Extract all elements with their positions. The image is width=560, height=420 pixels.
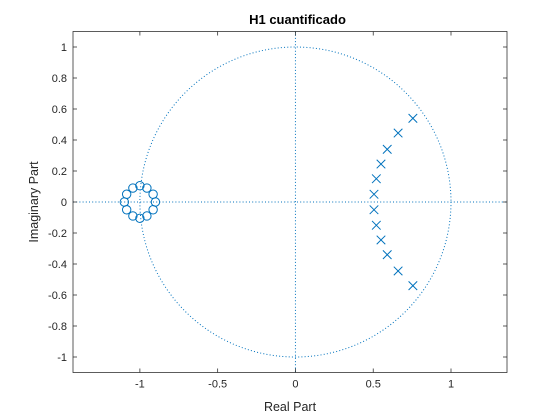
y-tick-label: 0.6	[52, 104, 67, 116]
pole-marker	[382, 144, 392, 154]
zero-marker	[142, 183, 152, 193]
y-tick-label: -0.6	[48, 290, 67, 302]
pole-marker	[376, 159, 386, 169]
pole-marker	[382, 250, 392, 260]
data-marks	[119, 113, 418, 291]
zero-marker	[128, 211, 138, 221]
y-tick-label: 0.8	[52, 73, 67, 85]
pole-marker	[369, 189, 379, 199]
y-tick-label: 0	[61, 197, 67, 209]
pole-marker	[371, 174, 381, 184]
y-tick-label: -0.4	[48, 259, 67, 271]
x-tick-label: -1	[135, 379, 145, 391]
x-tick-label: 0.5	[366, 379, 381, 391]
zero-marker	[121, 205, 132, 215]
chart-title: H1 cuantificado	[249, 12, 346, 27]
zero-marker	[148, 189, 158, 199]
y-tick-label: 0.4	[52, 135, 67, 147]
y-axis-ticks: 1 0.8 0.6 0.4 0.2 0 -0.2 -0.4 -0.6 -0.8 -1	[48, 42, 507, 364]
x-axis-ticks: -1 -0.5 0 0.5 1	[135, 31, 454, 391]
y-axis-label: Imaginary Part	[27, 161, 41, 243]
y-tick-label: -1	[57, 352, 67, 364]
pole-marker	[369, 205, 379, 215]
pole-marker	[371, 220, 381, 230]
x-tick-label: 0	[292, 379, 298, 391]
x-axis-label: Real Part	[264, 400, 317, 414]
zero-marker	[148, 205, 158, 215]
y-tick-label: -0.8	[48, 321, 67, 333]
pole-marker	[376, 235, 386, 245]
zero-marker	[135, 181, 145, 191]
y-tick-label: 1	[61, 42, 67, 54]
zero-marker	[128, 183, 138, 193]
x-tick-label: 1	[448, 379, 454, 391]
y-tick-label: 0.2	[52, 166, 67, 178]
zero-marker	[142, 211, 152, 221]
pole-marker	[408, 113, 418, 123]
x-tick-label: -0.5	[208, 379, 227, 391]
zero-marker	[135, 213, 145, 223]
pole-marker	[408, 281, 418, 291]
pole-marker	[393, 128, 403, 138]
guide-lines	[73, 31, 507, 373]
pole-marker	[393, 266, 403, 276]
y-tick-label: -0.2	[48, 228, 67, 240]
